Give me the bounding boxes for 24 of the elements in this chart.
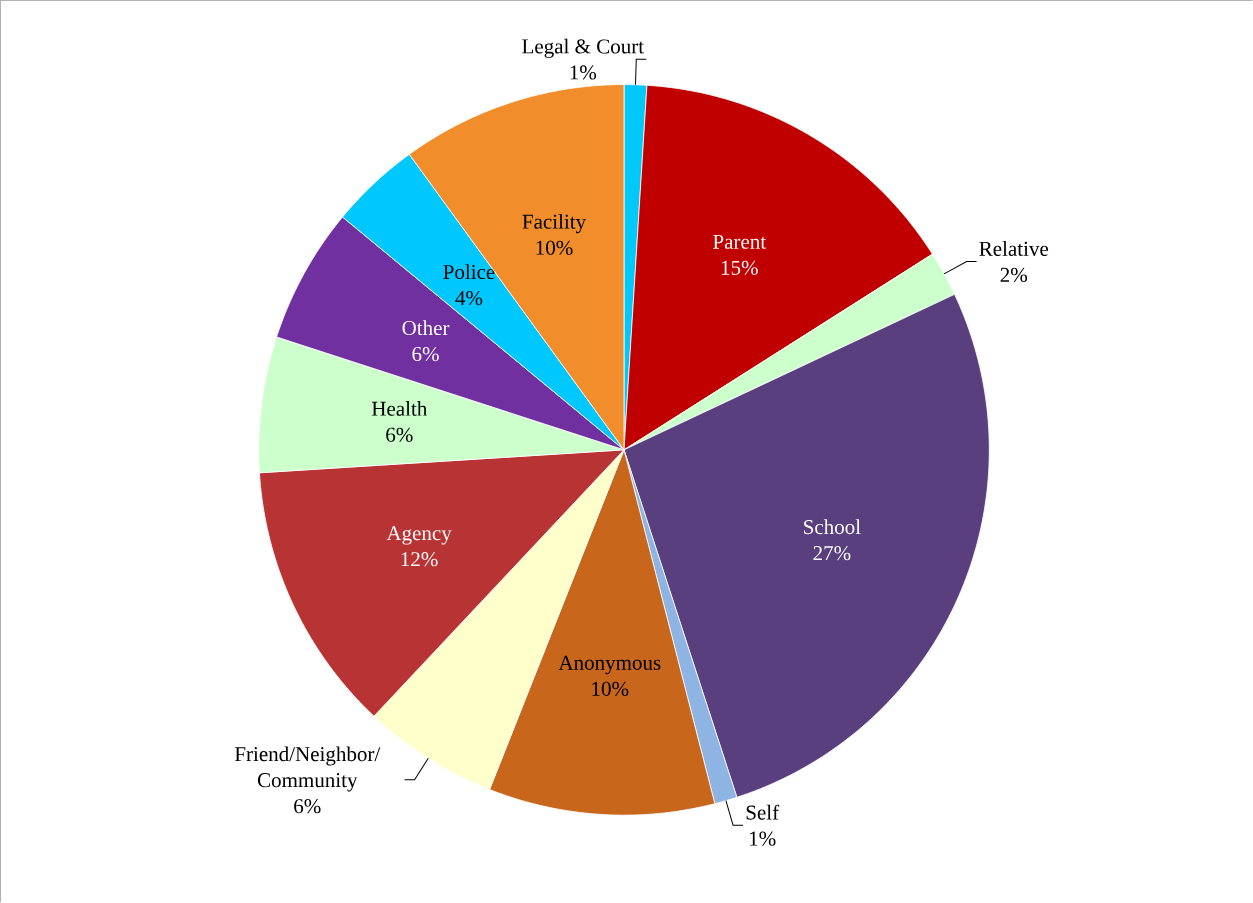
data-label: 10% — [592, 681, 629, 697]
data-label: 15% — [721, 260, 758, 276]
slice-label: Health — [371, 401, 428, 416]
slice-label: Other — [402, 320, 450, 336]
slice-label: Anonymous — [558, 655, 661, 675]
slice-label: Relative — [979, 241, 1049, 257]
slice-label: Parent — [713, 235, 767, 249]
data-label: 6% — [412, 347, 439, 362]
data-label: 2% — [1000, 267, 1028, 283]
data-label: 27% — [813, 546, 851, 561]
slice-label: Police — [443, 264, 495, 280]
data-label: 6% — [294, 799, 321, 814]
slice-label: Legal & Court — [522, 38, 644, 58]
slice-label: Self — [746, 804, 780, 820]
data-label: 1% — [570, 65, 597, 80]
slice-label: Friend/Neighbor/ Community — [234, 746, 381, 792]
data-label: 4% — [455, 291, 483, 306]
data-label: 10% — [536, 240, 573, 256]
slice-label: Agency — [386, 526, 452, 545]
slice-label: School — [804, 519, 861, 535]
data-label: 12% — [401, 552, 438, 567]
data-label: 1% — [750, 831, 776, 846]
data-label: 6% — [386, 427, 413, 443]
slice-label: Facility — [522, 214, 587, 234]
